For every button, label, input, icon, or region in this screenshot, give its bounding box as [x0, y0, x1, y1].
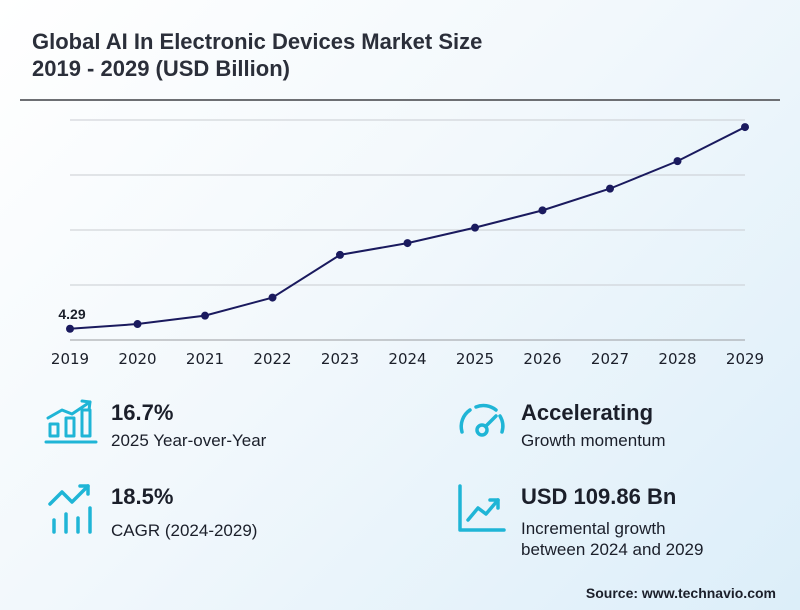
data-point-2029	[741, 123, 749, 132]
x-tick-2027: 2027	[591, 350, 629, 368]
x-tick-2026: 2026	[523, 350, 561, 368]
stat-cagr-value: 18.5%	[111, 484, 174, 509]
data-point-2026	[538, 206, 547, 215]
stat-incremental: USD 109.86 Bn Incremental growth between…	[456, 482, 786, 562]
stat-incremental-value: USD 109.86 Bn	[521, 484, 677, 509]
stat-incremental-label: Incremental growth between 2024 and 2029	[521, 518, 703, 560]
chart-title: Global AI In Electronic Devices Market S…	[32, 28, 752, 82]
stat-incremental-label-line-1: Incremental growth	[521, 519, 666, 538]
x-axis-ticks: 2019 2020 2021 2022 2023 2024 2025 2026 2027 2028…	[51, 350, 764, 368]
x-tick-2029: 2029	[726, 350, 764, 368]
x-tick-2023: 2023	[321, 350, 359, 368]
data-labels: 4.29	[58, 306, 85, 322]
title-line-1: Global AI In Electronic Devices Market S…	[32, 29, 483, 54]
series-line-path	[69, 126, 746, 330]
data-point-2024	[403, 239, 412, 248]
stat-momentum-label: Growth momentum	[521, 431, 666, 450]
stat-momentum-value: Accelerating	[521, 400, 654, 425]
speedometer-icon	[459, 403, 505, 437]
grid-lines	[70, 119, 745, 341]
data-label-2019: 4.29	[58, 306, 85, 322]
stat-yoy-label: 2025 Year-over-Year	[111, 431, 267, 450]
data-point-2027	[606, 184, 614, 193]
data-point-2028	[673, 157, 682, 166]
trend-bars-icon	[48, 484, 92, 534]
x-tick-2019: 2019	[51, 350, 89, 368]
x-tick-2024: 2024	[388, 350, 426, 368]
x-tick-2020: 2020	[118, 350, 156, 368]
data-point-2025	[471, 223, 479, 232]
source-credit: Source: www.technavio.com	[585, 585, 776, 601]
stat-cagr: 18.5% CAGR (2024-2029)	[44, 482, 374, 542]
data-points	[66, 123, 749, 333]
market-size-line-chart: 2019 2020 2021 2022 2023 2024 2025 2026 2027 2028…	[51, 119, 764, 368]
stat-cagr-label: CAGR (2024-2029)	[111, 521, 258, 540]
x-tick-2021: 2021	[186, 350, 224, 368]
stat-yoy-value: 16.7%	[111, 400, 174, 425]
data-point-2021	[201, 311, 209, 320]
x-tick-2022: 2022	[253, 350, 291, 368]
data-point-2019	[66, 324, 74, 333]
line-chart-up-icon	[458, 484, 506, 532]
data-point-2023	[336, 250, 344, 259]
title-line-2: 2019 - 2029 (USD Billion)	[32, 56, 290, 81]
data-point-2022	[268, 293, 277, 302]
stat-incremental-label-line-2: between 2024 and 2029	[521, 540, 704, 559]
x-tick-2028: 2028	[658, 350, 696, 368]
stat-momentum: Accelerating Growth momentum	[456, 398, 786, 458]
title-divider	[20, 99, 780, 101]
bar-chart-up-icon	[44, 399, 98, 444]
stat-yoy: 16.7% 2025 Year-over-Year	[44, 398, 374, 458]
data-point-2020	[133, 320, 142, 329]
series-line	[69, 126, 746, 330]
x-tick-2025: 2025	[456, 350, 494, 368]
